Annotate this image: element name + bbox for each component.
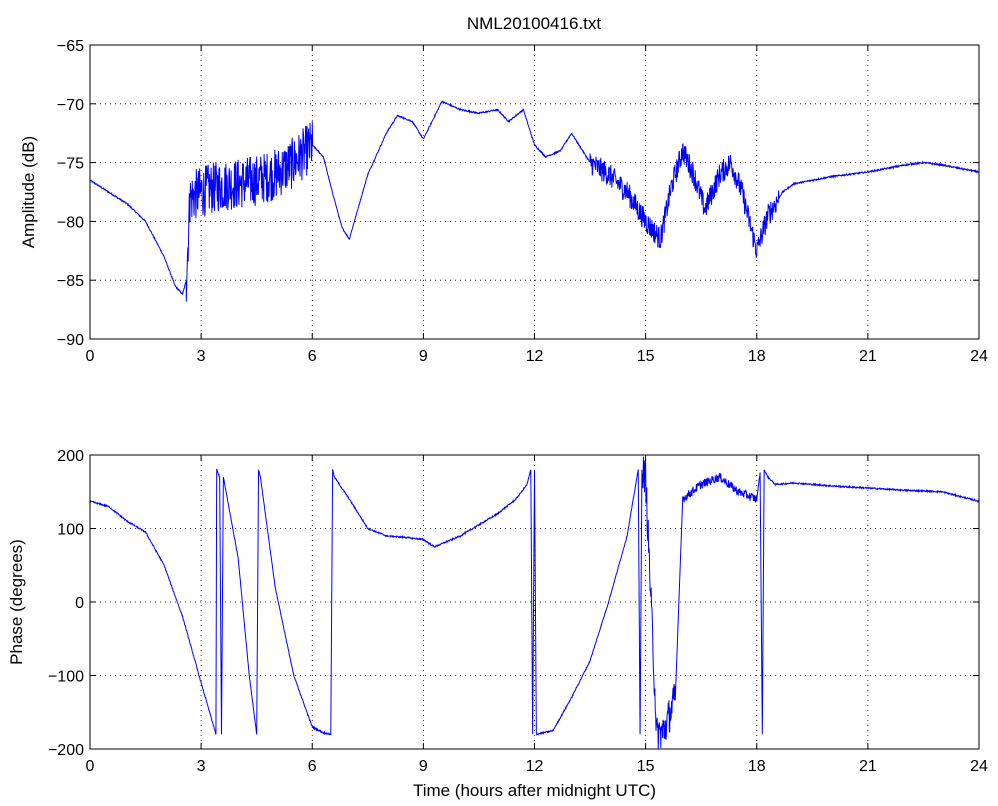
x-tick-label: 18 bbox=[748, 758, 766, 775]
x-tick-label: 15 bbox=[637, 348, 655, 365]
chart-title: NML20100416.txt bbox=[467, 14, 601, 33]
x-tick-label: 9 bbox=[419, 348, 428, 365]
y-tick-label: −200 bbox=[48, 742, 84, 759]
y-tick-label: −100 bbox=[48, 669, 84, 686]
x-tick-label: 24 bbox=[970, 758, 988, 775]
x-axis-label: Time (hours after midnight UTC) bbox=[413, 781, 656, 800]
x-tick-label: 0 bbox=[86, 348, 95, 365]
x-tick-label: 6 bbox=[308, 348, 317, 365]
y-tick-label: 0 bbox=[75, 595, 84, 612]
y-tick-label: −65 bbox=[57, 38, 84, 55]
x-tick-label: 0 bbox=[86, 758, 95, 775]
x-tick-label: 18 bbox=[748, 348, 766, 365]
x-tick-label: 9 bbox=[419, 758, 428, 775]
y-tick-label: −75 bbox=[57, 156, 84, 173]
x-tick-label: 3 bbox=[197, 758, 206, 775]
series-line bbox=[90, 456, 979, 749]
y-tick-label: −70 bbox=[57, 97, 84, 114]
x-tick-label: 3 bbox=[197, 348, 206, 365]
y-tick-label: −80 bbox=[57, 214, 84, 231]
amplitude-panel: 0 3 6 9 12 15 18 21 24 −90 −85 −80 −75 −70 −65 Amplitud… bbox=[19, 38, 988, 365]
y-axis-label: Amplitude (dB) bbox=[19, 136, 38, 248]
x-tick-label: 24 bbox=[970, 348, 988, 365]
y-tick-label: 200 bbox=[57, 448, 84, 465]
x-tick-label: 6 bbox=[308, 758, 317, 775]
x-tick-label: 12 bbox=[526, 348, 544, 365]
plot-area bbox=[90, 45, 979, 339]
x-tick-label: 21 bbox=[859, 348, 877, 365]
series-line bbox=[90, 100, 979, 302]
x-tick-label: 21 bbox=[859, 758, 877, 775]
phase-panel: 0 3 6 9 12 15 18 21 24 −200 −100 0 100 200 Phase (degr… bbox=[7, 448, 988, 800]
y-tick-label: −90 bbox=[57, 332, 84, 349]
y-tick-label: 100 bbox=[57, 522, 84, 539]
x-tick-label: 15 bbox=[637, 758, 655, 775]
x-tick-label: 12 bbox=[526, 758, 544, 775]
y-tick-label: −85 bbox=[57, 273, 84, 290]
y-axis-label: Phase (degrees) bbox=[7, 539, 26, 665]
